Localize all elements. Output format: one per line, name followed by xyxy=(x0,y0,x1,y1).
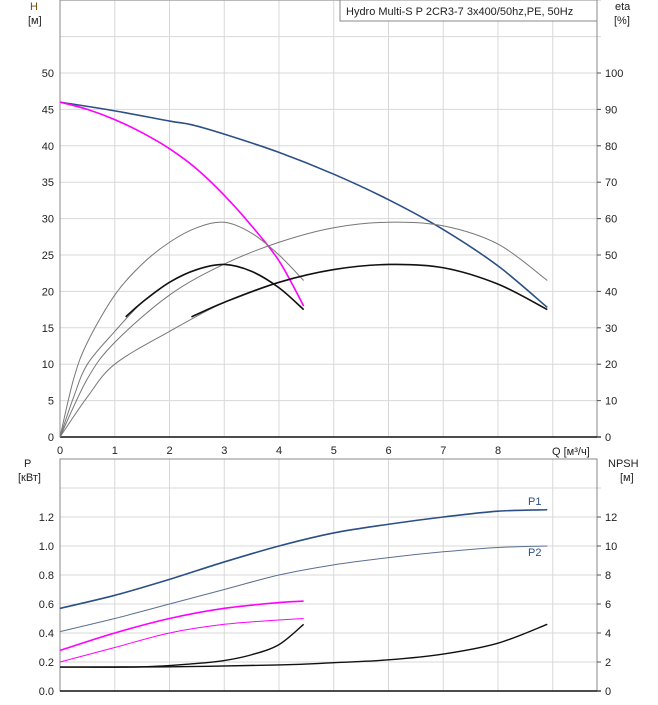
y2-tick-label: 0 xyxy=(605,432,611,444)
y2-tick-label: 90 xyxy=(605,104,617,116)
y-tick-label: 50 xyxy=(42,68,54,80)
y2-tick-label: 0 xyxy=(605,686,611,698)
y2-tick-label: 60 xyxy=(605,214,617,226)
curve-eta-total-reduced-speed xyxy=(59,263,304,438)
q-axis-label: Q [м³/ч] xyxy=(552,446,590,458)
curve-h-max-speed xyxy=(59,101,548,309)
x-tick-label: 8 xyxy=(495,445,501,457)
x-tick-label: 4 xyxy=(276,445,282,457)
y2-tick-label: 70 xyxy=(605,177,617,189)
y2-tick-label: 10 xyxy=(605,396,617,408)
y2-tick-label: 80 xyxy=(605,141,617,153)
x-tick-label: 7 xyxy=(440,445,446,457)
eta-axis-unit: [%] xyxy=(614,15,630,27)
y-tick-label: 0 xyxy=(48,432,54,444)
y-tick-label: 0.8 xyxy=(39,570,54,582)
npsh-axis-unit: [м] xyxy=(620,472,634,484)
x-tick-label: 2 xyxy=(166,445,172,457)
y-tick-label: 0.4 xyxy=(39,628,54,640)
curve-eta-total-reduced-speed-op- xyxy=(125,263,305,318)
x-tick-label: 3 xyxy=(221,445,227,457)
p-axis-unit: [кВт] xyxy=(18,472,41,484)
y-tick-label: 0.2 xyxy=(39,657,54,669)
y-tick-label: 25 xyxy=(42,250,54,262)
x-tick-label: 1 xyxy=(112,445,118,457)
y2-tick-label: 10 xyxy=(605,541,617,553)
y-tick-label: 0.0 xyxy=(39,686,54,698)
x-tick-label: 5 xyxy=(331,445,337,457)
y-tick-label: 1.2 xyxy=(39,512,54,524)
y-tick-label: 10 xyxy=(42,359,54,371)
chart-title: Hydro Multi-S P 2CR3-7 3x400/50hz,PE, 50… xyxy=(346,6,573,18)
y-tick-label: 35 xyxy=(42,177,54,189)
y2-tick-label: 40 xyxy=(605,286,617,298)
y-tick-label: 1.0 xyxy=(39,541,54,553)
y2-tick-label: 4 xyxy=(605,628,611,640)
y2-tick-label: 8 xyxy=(605,570,611,582)
curve-eta-total-max-speed-op- xyxy=(191,263,548,318)
p1-label: P1 xyxy=(528,496,541,508)
y-tick-label: 30 xyxy=(42,214,54,226)
curve-p2 xyxy=(59,545,548,633)
eta-axis-label: eta xyxy=(615,1,631,13)
y2-tick-label: 30 xyxy=(605,323,617,335)
curve-p1-reduced xyxy=(59,600,304,652)
h-axis-unit: [м] xyxy=(28,15,42,27)
y-tick-label: 20 xyxy=(42,286,54,298)
x-tick-label: 6 xyxy=(385,445,391,457)
curve-npsh-max-speed xyxy=(59,623,548,668)
power-npsh-panel: 0.0 0.2 0.4 0.6 0.8 1.0 1.2 0 2 4 6 8 10 12 xyxy=(39,458,617,698)
curve-p1 xyxy=(59,508,548,610)
p2-label: P2 xyxy=(528,547,541,559)
curve-eta-total-max-speed xyxy=(59,263,548,438)
y2-tick-label: 20 xyxy=(605,359,617,371)
y-tick-label: 0.6 xyxy=(39,599,54,611)
y2-tick-label: 2 xyxy=(605,657,611,669)
curve-eta-max-speed xyxy=(59,221,548,438)
head-efficiency-panel: 0510152025303540455001020304050607080901… xyxy=(42,0,623,457)
x-tick-label: 0 xyxy=(57,445,63,457)
curve-eta-reduced-speed xyxy=(59,221,304,438)
y-tick-label: 15 xyxy=(42,323,54,335)
npsh-axis-label: NPSH xyxy=(608,458,639,470)
y2-tick-label: 12 xyxy=(605,512,617,524)
curve-p2-reduced xyxy=(59,618,304,663)
y-tick-label: 45 xyxy=(42,104,54,116)
y-tick-label: 5 xyxy=(48,396,54,408)
curve-h-reduced-speed xyxy=(59,101,305,307)
y2-tick-label: 50 xyxy=(605,250,617,262)
y2-tick-label: 6 xyxy=(605,599,611,611)
h-axis-label: H xyxy=(30,1,38,13)
y-tick-label: 40 xyxy=(42,141,54,153)
title-box xyxy=(339,0,598,22)
y2-tick-label: 100 xyxy=(605,68,623,80)
curve-npsh-reduced-speed xyxy=(59,623,305,668)
p-axis-label: P xyxy=(24,458,31,470)
